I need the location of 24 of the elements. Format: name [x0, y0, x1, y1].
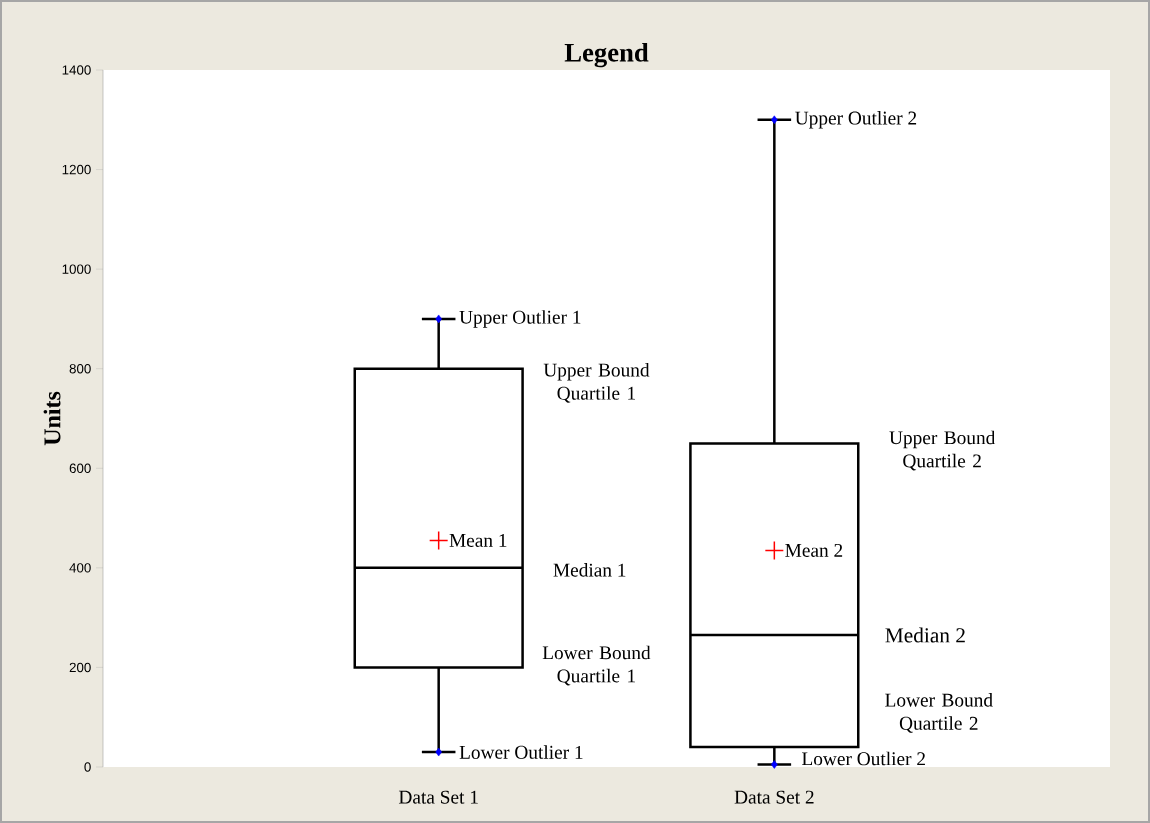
- annotation: Lower Outlier 1: [459, 745, 583, 759]
- y-tick-label: 400: [69, 563, 91, 573]
- y-tick-label: 600: [69, 463, 91, 473]
- annotation: Mean 1: [449, 533, 507, 547]
- chart-title: Legend: [564, 42, 649, 68]
- annotation: Upper Bound Quartile 1: [543, 362, 650, 403]
- y-tick-label: 1200: [62, 164, 91, 175]
- y-tick-label: 1000: [62, 264, 91, 274]
- x-tick-label: Data Set 2: [734, 790, 814, 804]
- y-tick-label: 200: [69, 662, 91, 673]
- annotation: Lower Outlier 2: [802, 751, 925, 766]
- annotation: Lower Bound Quartile 2: [885, 693, 993, 733]
- x-tick-label: Data Set 1: [398, 790, 478, 804]
- annotation: Upper Outlier 2: [795, 111, 917, 129]
- annotation: Upper Outlier 1: [459, 310, 581, 328]
- y-tick-label: 1400: [62, 65, 91, 75]
- annotation: Mean 2: [785, 543, 843, 557]
- annotation: Upper Bound Quartile 2: [889, 430, 996, 471]
- y-axis-title: Units: [43, 391, 61, 446]
- annotation: Lower Bound Quartile 1: [542, 645, 651, 686]
- y-tick-label: 800: [69, 363, 91, 374]
- annotation: Median 1: [553, 563, 626, 577]
- y-tick-label: 0: [84, 762, 91, 772]
- annotation: Median 2: [885, 627, 965, 643]
